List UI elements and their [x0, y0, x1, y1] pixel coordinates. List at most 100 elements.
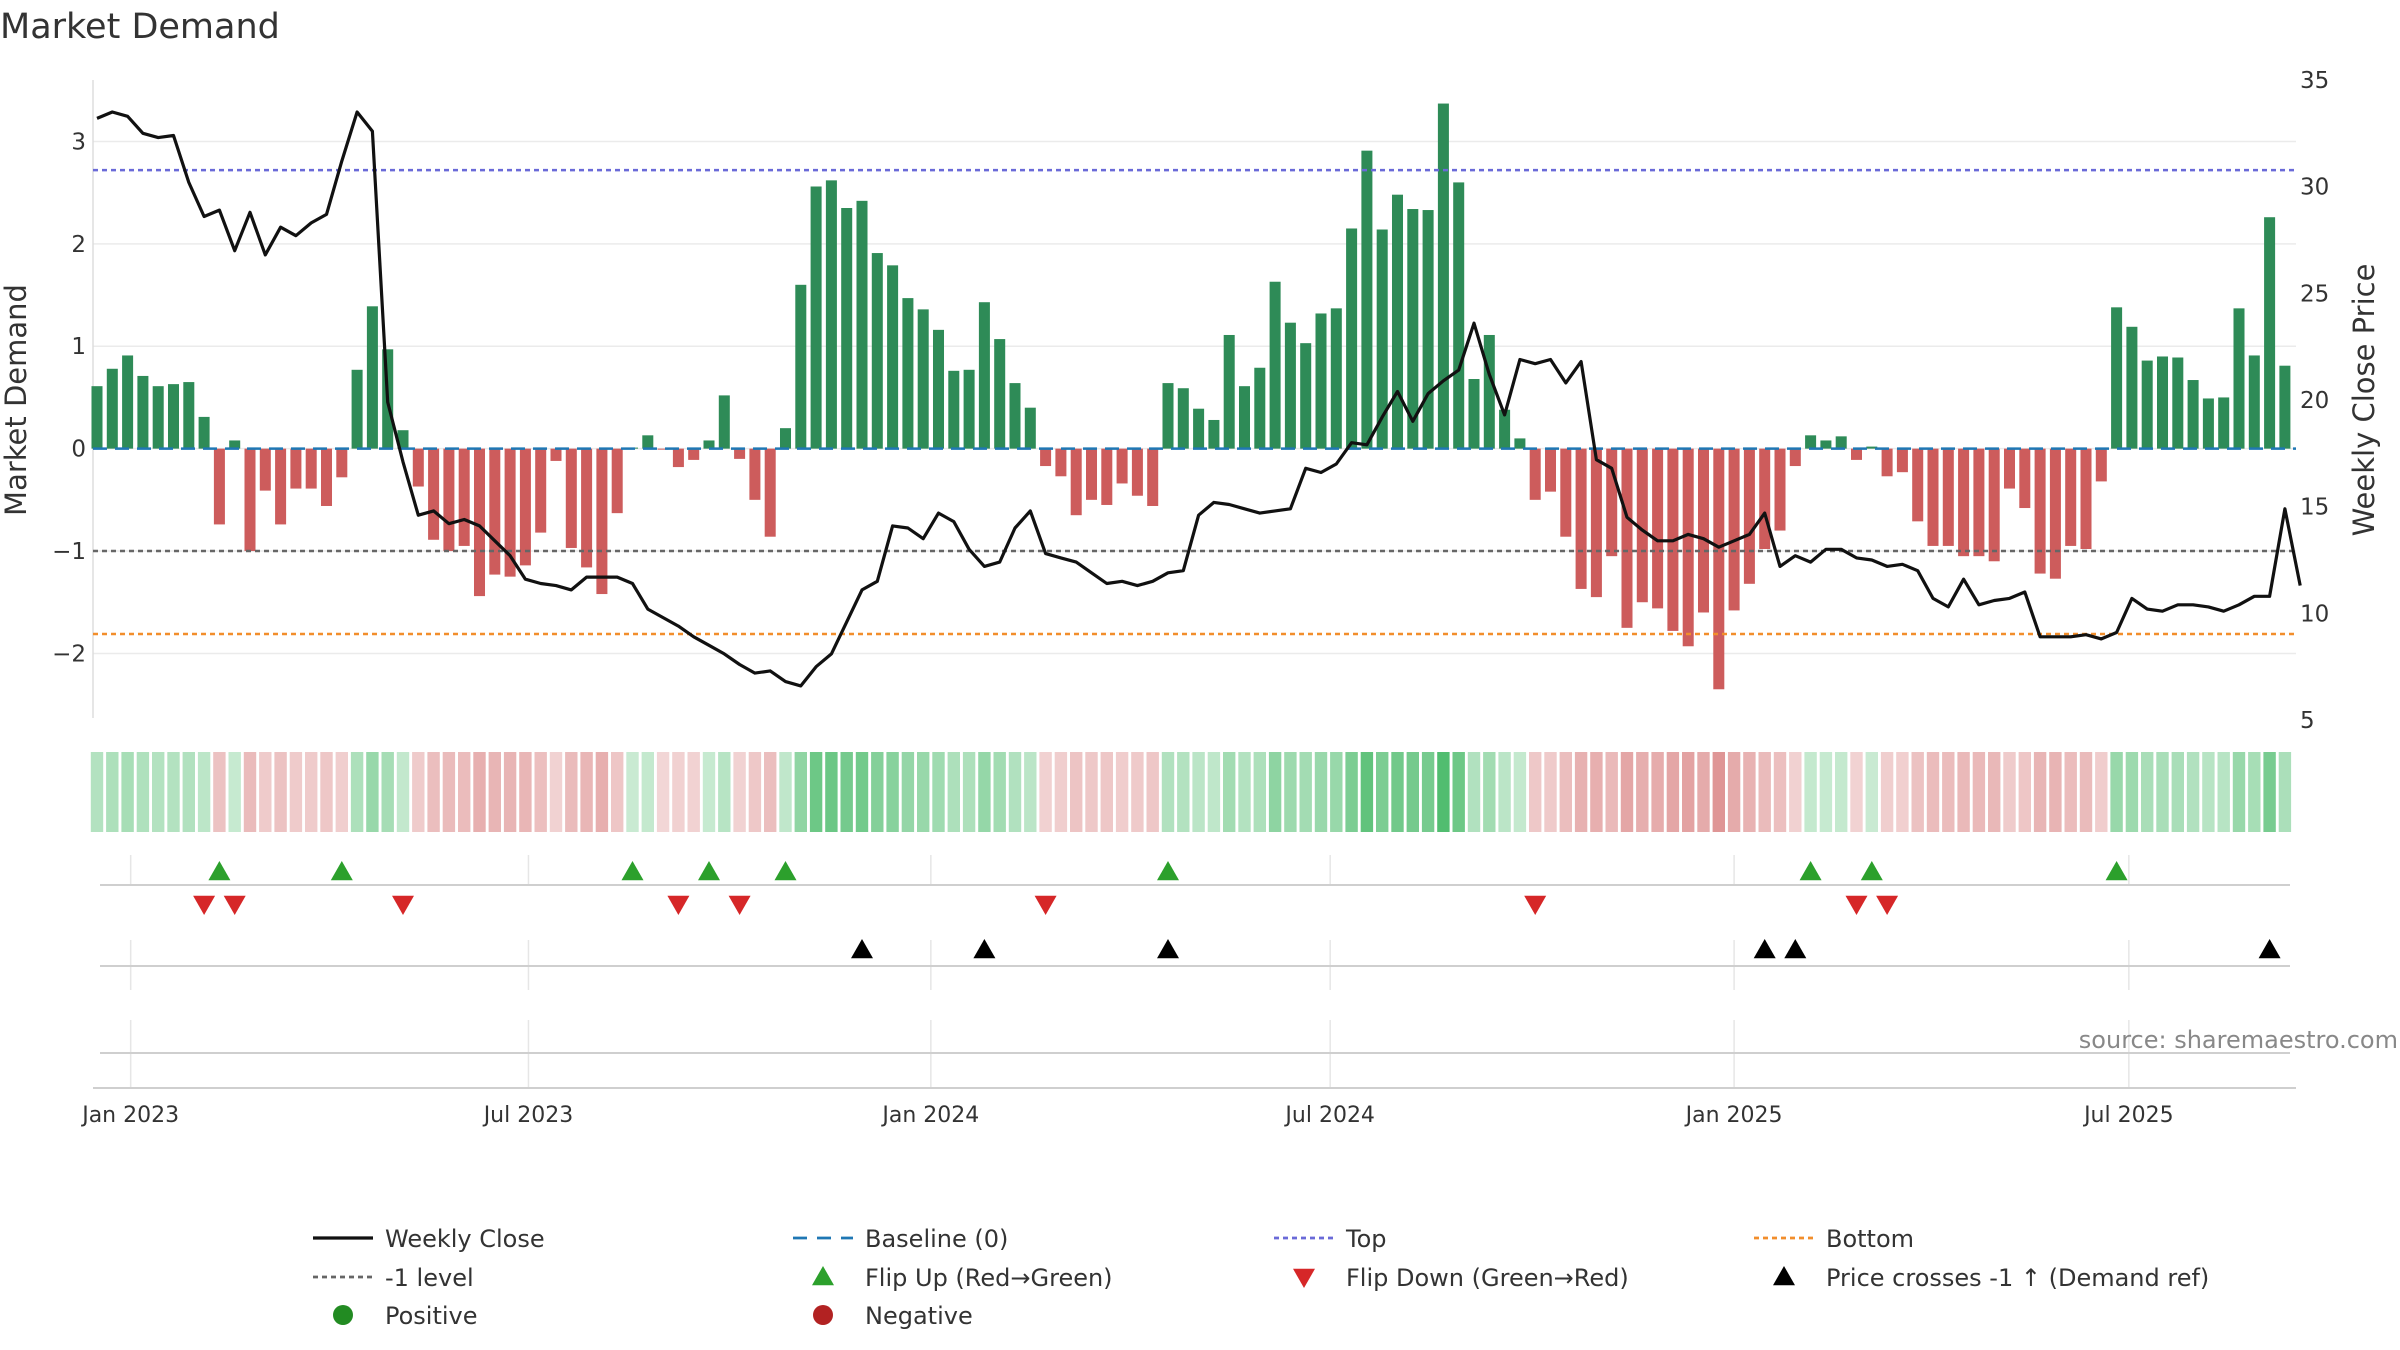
heat-cell [1865, 752, 1878, 832]
demand-bar [1055, 448, 1067, 477]
heat-cell [1284, 752, 1297, 832]
heat-cell [396, 752, 410, 832]
heat-cell [1054, 752, 1068, 832]
heat-cell [1590, 752, 1603, 832]
flip-up-marker [208, 861, 231, 881]
demand-bar [1116, 448, 1128, 484]
demand-bar [2095, 448, 2107, 482]
legend-weekly-close: Weekly Close [313, 1225, 545, 1253]
demand-bar [825, 180, 837, 449]
demand-bar [2218, 397, 2230, 449]
demand-bar [1223, 334, 1235, 449]
demand-bar [443, 448, 455, 552]
demand-bar [1912, 448, 1924, 522]
demand-bar [1697, 448, 1710, 613]
demand-bar [259, 448, 271, 491]
heat-cell [197, 752, 211, 832]
x-tick-label: Jul 2024 [1283, 1103, 1375, 1128]
heat-cell [932, 752, 945, 832]
legend-cross: Price crosses -1 ↑ (Demand ref) [1773, 1264, 2209, 1292]
left-tick-label: 1 [71, 334, 86, 360]
heat-cell [2079, 752, 2093, 832]
heat-cell [962, 752, 976, 832]
heat-cell [1146, 752, 1159, 832]
flip-down-marker [667, 895, 690, 915]
heat-cell [305, 752, 318, 832]
demand-bar [275, 448, 287, 525]
heat-cell [1957, 752, 1970, 832]
heat-cell [2141, 752, 2154, 832]
price-cross-marker [851, 939, 873, 959]
demand-bar [1269, 281, 1281, 449]
demand-bar [948, 370, 960, 449]
heat-cell [764, 752, 777, 832]
demand-bar [152, 386, 164, 449]
heat-cell [152, 752, 165, 832]
heat-cell [1513, 752, 1527, 832]
heat-cell [1483, 752, 1496, 832]
heat-cell [442, 752, 456, 832]
heat-cell [809, 752, 823, 832]
demand-bar [229, 440, 241, 449]
x-tick-label: Jan 2025 [1684, 1103, 1783, 1128]
heat-cell [1804, 752, 1817, 832]
demand-bar [320, 448, 333, 506]
demand-bar [2233, 308, 2245, 449]
heat-cell [1207, 752, 1221, 832]
demand-bar [1942, 448, 1954, 546]
heat-cell [2033, 752, 2047, 832]
heat-cell [1192, 752, 1205, 832]
heat-cell [1605, 752, 1618, 832]
heat-cell [2171, 752, 2184, 832]
right-tick-label: 5 [2300, 708, 2315, 734]
heat-cell [121, 752, 134, 832]
heat-cell [1727, 752, 1741, 832]
heat-cell [1421, 752, 1435, 832]
flip-down-marker [193, 895, 216, 915]
heat-cell [381, 752, 394, 832]
demand-bar [718, 395, 730, 449]
demand-bar [1040, 448, 1052, 467]
heat-cell [687, 752, 700, 832]
heat-cell [901, 752, 915, 832]
heat-cell [1636, 752, 1649, 832]
demand-bars [91, 103, 2291, 690]
flip-down-marker [1524, 895, 1547, 915]
heat-cell [2018, 752, 2031, 832]
demand-bar [1483, 334, 1495, 449]
heat-cell [1712, 752, 1725, 832]
demand-bar [1575, 448, 1587, 589]
demand-bar [1453, 182, 1465, 449]
heat-cell [993, 752, 1006, 832]
demand-bar [1346, 228, 1358, 449]
demand-bar [1713, 448, 1725, 690]
legend-label: Top [1345, 1225, 1387, 1253]
demand-bar [932, 329, 945, 449]
left-tick-label: −2 [52, 641, 86, 667]
demand-bar [565, 448, 577, 548]
demand-bar [2003, 448, 2016, 489]
heat-cell [1850, 752, 1863, 832]
heat-cell [1789, 752, 1802, 832]
heat-cell [1039, 752, 1052, 832]
demand-bar [1988, 448, 2000, 562]
heat-cell [1666, 752, 1680, 832]
demand-bar [412, 448, 424, 487]
heat-cell [1988, 752, 2001, 832]
demand-bar [2202, 398, 2214, 449]
heat-cell [1115, 752, 1129, 832]
heat-cell [1131, 752, 1144, 832]
demand-bar [994, 339, 1006, 449]
legend-top: Top [1274, 1225, 1387, 1253]
demand-bar [504, 448, 516, 577]
heat-cell [978, 752, 991, 832]
demand-bar [2248, 355, 2260, 449]
heat-cell [2263, 752, 2276, 832]
flip-up-marker [1157, 861, 1179, 881]
heat-cell [519, 752, 532, 832]
demand-bar [596, 448, 608, 595]
flip-down-marker [1876, 895, 1899, 915]
heat-cell [1437, 752, 1450, 832]
demand-bar [2156, 356, 2169, 449]
heat-cell [1498, 752, 1511, 832]
